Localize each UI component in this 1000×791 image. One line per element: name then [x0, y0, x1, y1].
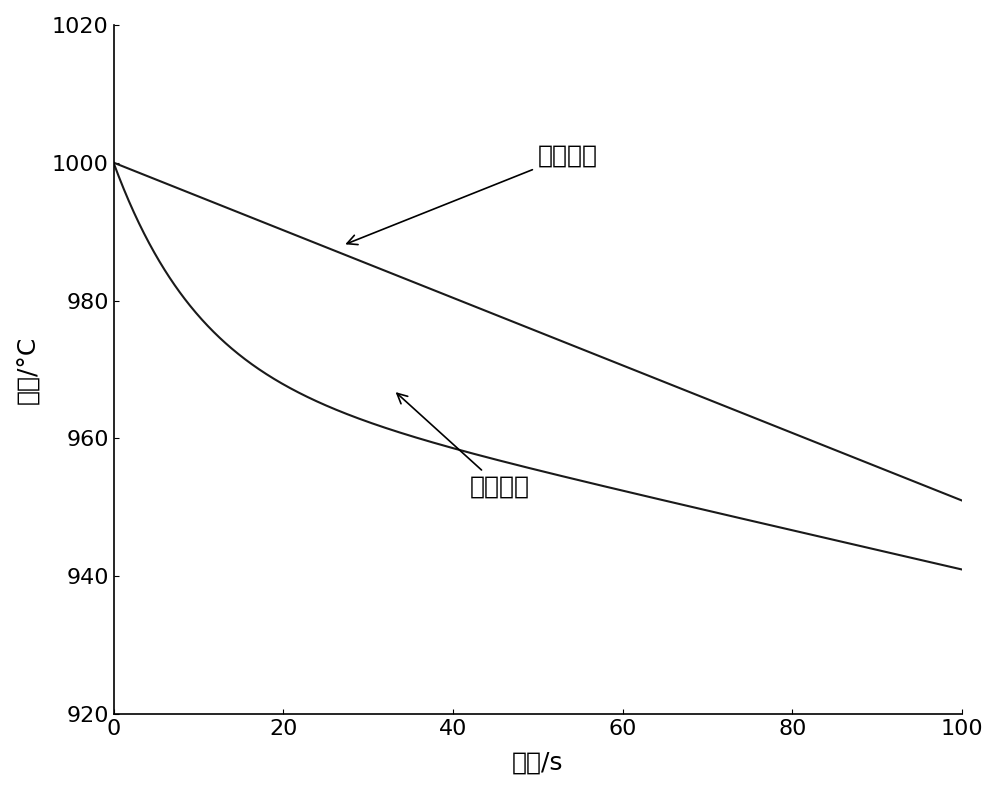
X-axis label: 时间/s: 时间/s — [512, 751, 564, 774]
Y-axis label: 温度/°C: 温度/°C — [17, 335, 41, 403]
Text: 心部温度: 心部温度 — [347, 144, 598, 244]
Text: 表面温度: 表面温度 — [397, 393, 530, 498]
